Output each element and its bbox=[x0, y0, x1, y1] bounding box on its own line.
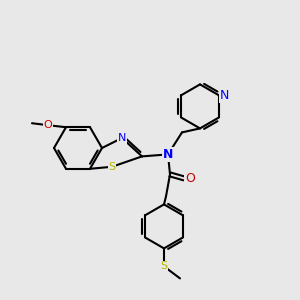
Text: N: N bbox=[118, 133, 126, 143]
Text: O: O bbox=[185, 172, 195, 185]
Text: O: O bbox=[44, 120, 52, 130]
Text: N: N bbox=[219, 89, 229, 102]
Text: S: S bbox=[108, 162, 116, 172]
Text: S: S bbox=[160, 261, 168, 272]
Text: N: N bbox=[163, 148, 173, 161]
